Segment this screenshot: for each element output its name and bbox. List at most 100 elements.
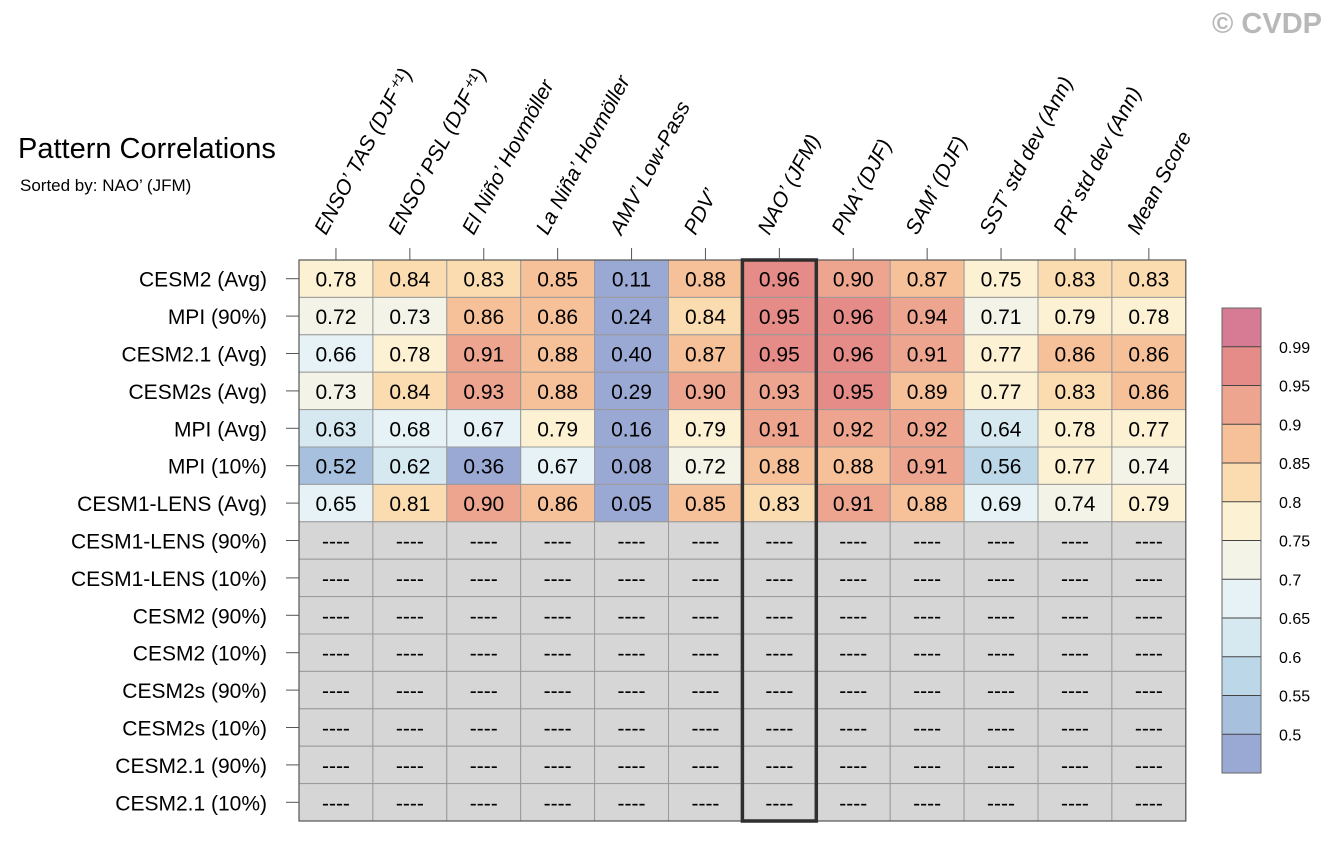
heatmap-cell: [815, 409, 891, 448]
cell-value: 0.79: [685, 418, 726, 441]
cell-value: 0.08: [611, 456, 652, 479]
cell-value: 0.77: [1055, 456, 1096, 479]
colorbar-segment: [1222, 695, 1261, 735]
cell-value: ----: [987, 718, 1015, 741]
heatmap-cell: [889, 371, 965, 411]
heatmap-cell: [668, 708, 743, 747]
cell-value: 0.84: [389, 381, 430, 404]
heatmap-cell: [1111, 633, 1187, 672]
cell-value: ----: [322, 718, 350, 741]
heatmap-cell: [594, 745, 669, 785]
cell-value: ----: [322, 792, 350, 815]
cell-value: ----: [765, 680, 793, 703]
cell-value: ----: [1135, 531, 1163, 554]
cell-value: 0.74: [1128, 456, 1169, 479]
heatmap-cell: [815, 633, 891, 672]
cell-value: ----: [1135, 718, 1163, 741]
colorbar-label: 0.95: [1279, 379, 1310, 396]
heatmap-cell: [668, 296, 743, 336]
heatmap-cell: [520, 745, 596, 785]
cell-value: 0.79: [1128, 493, 1169, 516]
row-label: CESM1-LENS (10%): [71, 568, 267, 591]
cell-value: ----: [544, 755, 572, 778]
heatmap-cell: [446, 409, 522, 448]
heatmap-cell: [1111, 596, 1187, 635]
row-label: MPI (10%): [168, 456, 267, 479]
cell-value: ----: [839, 568, 867, 591]
cell-value: ----: [544, 718, 572, 741]
cell-value: 0.72: [685, 456, 726, 479]
cell-value: ----: [1061, 643, 1089, 666]
heatmap-cell: [963, 259, 1039, 298]
heatmap-cell: [372, 670, 448, 710]
cell-value: ----: [913, 680, 941, 703]
cell-value: 0.83: [1128, 269, 1169, 292]
column-label: PNA’ (DJF): [827, 136, 896, 239]
heatmap-cell: [741, 596, 817, 635]
cell-value: ----: [396, 643, 424, 666]
cell-value: ----: [913, 755, 941, 778]
cell-value: 0.87: [907, 269, 948, 292]
colorbar-label: 0.55: [1279, 689, 1310, 706]
cell-value: 0.91: [907, 456, 948, 479]
cell-value: 0.91: [463, 344, 504, 367]
cell-value: 0.84: [685, 306, 726, 329]
cell-value: ----: [765, 643, 793, 666]
cell-value: 0.11: [612, 269, 651, 292]
cell-value: 0.77: [981, 381, 1022, 404]
cell-value: ----: [396, 718, 424, 741]
cell-value: ----: [470, 531, 498, 554]
cell-value: ----: [987, 531, 1015, 554]
heatmap-cell: [372, 259, 448, 298]
heatmap-cell: [741, 670, 817, 710]
column-label: SAM’ (DJF): [901, 133, 972, 239]
cell-value: ----: [913, 568, 941, 591]
heatmap-cell: [1037, 521, 1113, 560]
cell-value: ----: [544, 643, 572, 666]
heatmap-cell: [446, 708, 522, 747]
heatmap-cell: [741, 334, 817, 373]
cell-value: ----: [691, 643, 719, 666]
heatmap-cell: [1111, 446, 1187, 485]
colorbar-label: 0.5: [1279, 727, 1301, 744]
heatmap-cell: [446, 558, 522, 598]
cell-value: ----: [544, 792, 572, 815]
cell-value: ----: [322, 531, 350, 554]
heatmap-cell: [1111, 259, 1187, 298]
heatmap-cell: [668, 633, 743, 672]
cell-value: 0.68: [389, 418, 430, 441]
cell-value: ----: [987, 680, 1015, 703]
cell-value: ----: [618, 718, 646, 741]
heatmap-cell: [520, 596, 596, 635]
colorbar: 0.99 0.95 0.9 0.85 0.8 0.75 0.7 0.65 0.6 0.55 0.5: [1221, 307, 1310, 774]
cell-value: 0.83: [759, 493, 800, 516]
colorbar-frame: [1221, 307, 1262, 774]
cell-value: ----: [618, 680, 646, 703]
cell-value: ----: [1135, 568, 1163, 591]
colorbar-label: 0.65: [1279, 611, 1310, 628]
cell-value: 0.86: [537, 493, 578, 516]
heatmap-cell: [1037, 783, 1113, 822]
cell-value: ----: [470, 718, 498, 741]
heatmap-cell: [889, 483, 965, 523]
cell-value: ----: [913, 643, 941, 666]
heatmap-cell: [1037, 633, 1113, 672]
cell-value: 0.05: [611, 493, 652, 516]
cell-value: 0.84: [389, 269, 430, 292]
cell-value: 0.95: [759, 344, 800, 367]
heatmap-cell: [741, 633, 817, 672]
cell-value: ----: [396, 531, 424, 554]
heatmap-cell: [298, 708, 374, 747]
cell-value: ----: [470, 605, 498, 628]
cell-value: ----: [1135, 680, 1163, 703]
heatmap-cell: [889, 296, 965, 336]
heatmap-cell: [1111, 558, 1187, 598]
row-label: MPI (Avg): [174, 418, 267, 441]
cell-value: ----: [765, 568, 793, 591]
cell-value: 0.69: [981, 493, 1022, 516]
cell-value: 0.96: [833, 306, 874, 329]
heatmap-cell: [520, 371, 596, 411]
heatmap-cell: [594, 409, 669, 448]
colorbar-segment: [1222, 656, 1261, 696]
heatmap-cell: [815, 596, 891, 635]
